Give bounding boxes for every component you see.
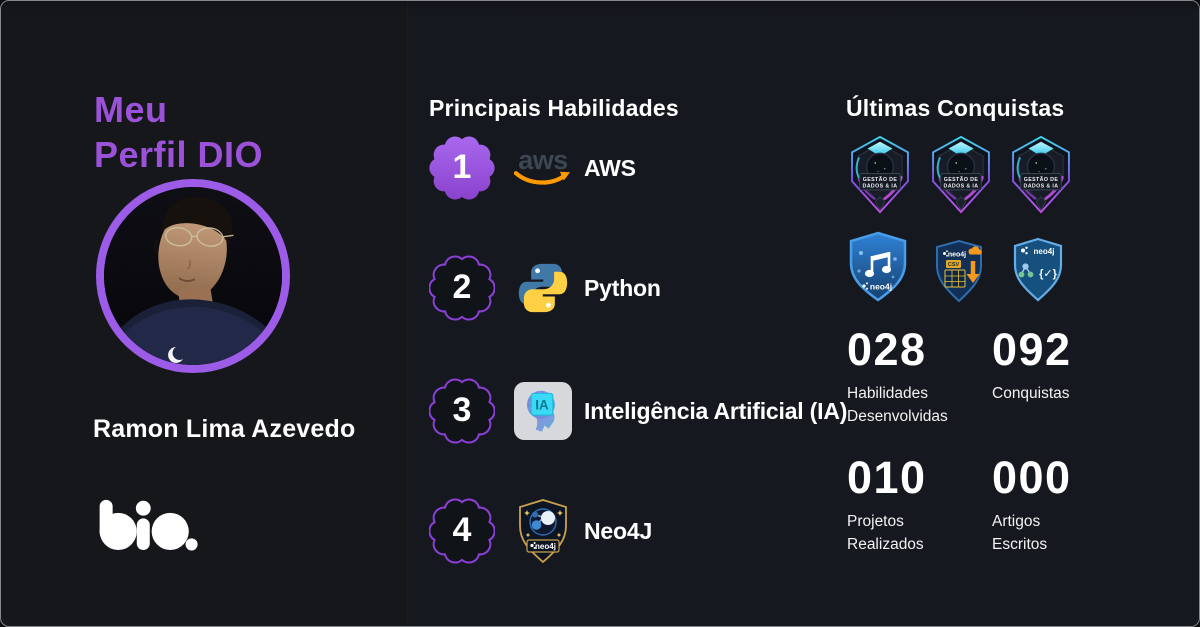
neo4j-shield-icon: neo4j xyxy=(511,498,575,564)
avatar-photo-illustration xyxy=(104,187,282,365)
badge-title-line2: DADOS & IA xyxy=(863,184,898,190)
aws-wordmark: aws xyxy=(518,145,568,175)
skill-row-ia: 3 IA Inteligência Artificial (IA) xyxy=(429,377,847,445)
stat-label: Artigos Escritos xyxy=(992,510,1142,556)
rank-number: 1 xyxy=(452,147,472,186)
stat-value: 000 xyxy=(992,452,1072,503)
badge-title-line2: DADOS & IA xyxy=(1024,184,1059,190)
dio-logo: dio. xyxy=(95,497,199,551)
badge-title-line1: GESTÃO DE xyxy=(1024,176,1059,183)
stat-label-line1: Conquistas xyxy=(992,385,1070,402)
gestao-dados-ia-badge-icon: GESTÃO DE DADOS & IA xyxy=(932,135,990,214)
badge-title-line2: DADOS & IA xyxy=(944,184,979,190)
aws-smile-icon xyxy=(514,171,571,185)
neo4j-wordmark: neo4j xyxy=(948,252,966,259)
stat-label-line2: Escritos xyxy=(992,536,1048,553)
seal-filled-icon xyxy=(429,136,495,200)
neo4j-wordmark: neo4j xyxy=(1034,247,1055,256)
stat-habilidades: 028 Habilidades Desenvolvidas xyxy=(847,327,997,428)
stat-label-line1: Habilidades xyxy=(847,385,928,402)
neo4j-csv-import-badge-icon: neo4j CSV xyxy=(936,239,982,303)
stat-label: Habilidades Desenvolvidas xyxy=(847,382,997,428)
seal-outline-icon xyxy=(429,255,495,321)
badge-title-line1: GESTÃO DE xyxy=(944,176,979,183)
python-icon xyxy=(511,259,575,317)
python-logo-icon xyxy=(518,263,568,313)
avatar xyxy=(96,179,290,373)
skill-label: Inteligência Artificial (IA) xyxy=(584,397,848,424)
neo4j-badge-icon: neo4j xyxy=(519,499,567,564)
skill-label: Neo4J xyxy=(584,517,653,544)
stat-label: Projetos Realizados xyxy=(847,510,997,556)
braces-check-glyph: {✓} xyxy=(1039,268,1057,280)
ia-icon: IA xyxy=(511,382,575,440)
rank-1-seal: 1 xyxy=(429,135,495,201)
neo4j-wordmark: neo4j xyxy=(870,282,892,292)
rank-3-seal: 3 xyxy=(429,378,495,444)
page-title-line1: Meu xyxy=(94,89,168,131)
neo4j-code-badge-icon: neo4j {✓} xyxy=(1013,237,1063,302)
neo4j-music-badge-icon: neo4j xyxy=(849,231,907,302)
csv-label: CSV xyxy=(948,262,960,268)
badge-title-line1: GESTÃO DE xyxy=(863,176,898,183)
stat-label-line2: Desenvolvidas xyxy=(847,408,948,425)
stat-label-line1: Projetos xyxy=(847,513,904,530)
stat-value: 010 xyxy=(847,452,927,503)
rank-2-seal: 2 xyxy=(429,255,495,321)
profile-name: Ramon Lima Azevedo xyxy=(93,415,356,443)
stat-artigos: 000 Artigos Escritos xyxy=(992,455,1142,556)
stat-conquistas: 092 Conquistas xyxy=(992,327,1142,405)
achievement-badge-neo4j-music: neo4j xyxy=(846,231,910,303)
achievement-badge-neo4j-code: neo4j {✓} xyxy=(1010,237,1066,303)
dio-logo-mark xyxy=(99,499,198,551)
rank-number: 2 xyxy=(452,267,472,306)
skill-row-neo4j: 4 neo4j Neo4J xyxy=(429,497,652,565)
skill-label: Python xyxy=(584,274,661,301)
rank-4-seal: 4 xyxy=(429,498,495,564)
skills-heading: Principais Habilidades xyxy=(429,95,679,122)
page-title: Meu Perfil DIO xyxy=(94,87,263,177)
stat-projetos: 010 Projetos Realizados xyxy=(847,455,997,556)
achievements-heading: Últimas Conquistas xyxy=(846,95,1065,122)
achievement-badge-gestao-1: GESTÃO DE DADOS & IA xyxy=(846,135,914,214)
stat-label-line2: Realizados xyxy=(847,536,924,553)
gestao-dados-ia-badge-icon: GESTÃO DE DADOS & IA xyxy=(1012,135,1070,214)
seal-outline-icon xyxy=(429,498,495,564)
page-title-line2: Perfil DIO xyxy=(94,134,264,176)
achievement-badge-neo4j-csv: neo4j CSV xyxy=(932,239,986,303)
rank-number: 4 xyxy=(452,510,472,549)
achievement-badge-gestao-2: GESTÃO DE DADOS & IA xyxy=(927,135,995,214)
neo4j-wordmark: neo4j xyxy=(535,542,556,551)
stat-value: 028 xyxy=(847,324,927,375)
stat-label-line1: Artigos xyxy=(992,513,1041,530)
rank-number: 3 xyxy=(452,390,472,429)
artificial-intelligence-head-icon: IA xyxy=(514,382,572,440)
stat-label: Conquistas xyxy=(992,382,1142,405)
skill-row-python: 2 Python xyxy=(429,254,661,322)
skill-label: AWS xyxy=(584,154,636,181)
seal-outline-icon xyxy=(429,378,495,444)
gestao-dados-ia-badge-icon: GESTÃO DE DADOS & IA xyxy=(851,135,909,214)
achievement-badge-gestao-3: GESTÃO DE DADOS & IA xyxy=(1007,135,1075,214)
aws-icon: aws xyxy=(511,145,575,187)
ia-label: IA xyxy=(535,397,549,412)
skill-row-aws: 1 aws AWS xyxy=(429,134,636,202)
stat-value: 092 xyxy=(992,324,1072,375)
